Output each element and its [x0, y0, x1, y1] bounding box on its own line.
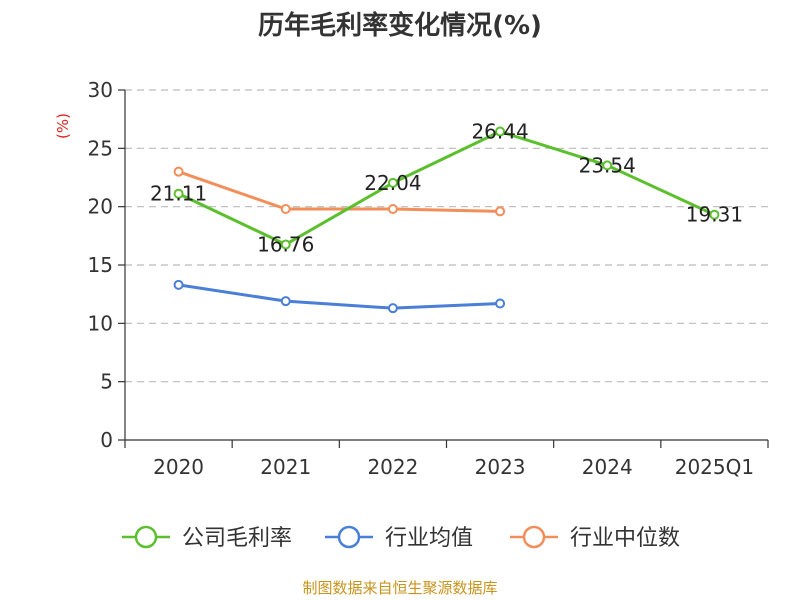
y-tick-label: 15	[88, 253, 113, 277]
series-line	[177, 283, 502, 310]
data-point	[387, 177, 398, 188]
series-line	[177, 170, 502, 213]
data-point	[173, 188, 184, 199]
data-point	[173, 279, 184, 290]
series-1	[173, 279, 506, 314]
legend-item-1[interactable]: 行业均值	[325, 525, 473, 551]
data-point	[280, 239, 291, 250]
data-label: 21.11	[150, 182, 207, 206]
axes: 0 5 10 15 20 25 30 2020 2021 2022 2023 2024 2025Q1	[88, 78, 769, 479]
data-label: 26.44	[471, 120, 528, 144]
legend-label: 公司毛利率	[182, 526, 292, 551]
grid-lines	[125, 89, 768, 383]
x-tick-label: 2025Q1	[675, 455, 754, 479]
y-tick-label: 25	[88, 136, 113, 160]
data-point	[495, 298, 506, 309]
legend-label: 行业中位数	[570, 526, 680, 551]
data-point	[387, 303, 398, 314]
x-tick-label: 2021	[260, 455, 311, 479]
legend-marker	[522, 525, 546, 549]
data-point	[280, 204, 291, 214]
x-tick-label: 2023	[475, 455, 526, 479]
data-label: 23.54	[579, 153, 636, 177]
data-point	[709, 209, 720, 220]
data-label: 22.04	[364, 171, 421, 195]
series-0: 21.11 16.76 22.04 26.44 23.54 19.31	[150, 120, 743, 257]
data-label: 16.76	[257, 232, 314, 256]
y-tick-label: 10	[88, 311, 113, 335]
series-layer: 21.11 16.76 22.04 26.44 23.54 19.31	[150, 120, 743, 314]
x-tick-label: 2020	[153, 455, 204, 479]
data-point	[495, 126, 506, 137]
series-line	[177, 130, 716, 246]
x-tick-label: 2024	[582, 455, 633, 479]
data-label: 19.31	[686, 203, 743, 227]
legend-marker	[134, 525, 158, 549]
legend-item-2[interactable]: 行业中位数	[510, 525, 680, 551]
data-point	[280, 296, 291, 307]
y-tick-label: 30	[88, 78, 113, 102]
data-point	[495, 206, 506, 217]
source-footer: 制图数据来自恒生聚源数据库	[302, 579, 497, 597]
data-point	[173, 166, 184, 177]
y-tick-label: 20	[88, 195, 113, 219]
data-point	[387, 204, 398, 214]
data-point	[602, 160, 613, 171]
legend-marker	[337, 525, 361, 549]
y-tick-label: 5	[100, 370, 113, 394]
legend-item-0[interactable]: 公司毛利率	[122, 525, 292, 551]
chart-title: 历年毛利率变化情况(%)	[258, 10, 542, 41]
legend-label: 行业均值	[385, 526, 473, 551]
y-tick-label: 0	[100, 428, 113, 452]
series-2	[173, 166, 506, 217]
x-tick-label: 2022	[367, 455, 418, 479]
legend: 公司毛利率 行业均值 行业中位数	[122, 525, 680, 551]
y-unit-label: (%)	[54, 113, 72, 139]
